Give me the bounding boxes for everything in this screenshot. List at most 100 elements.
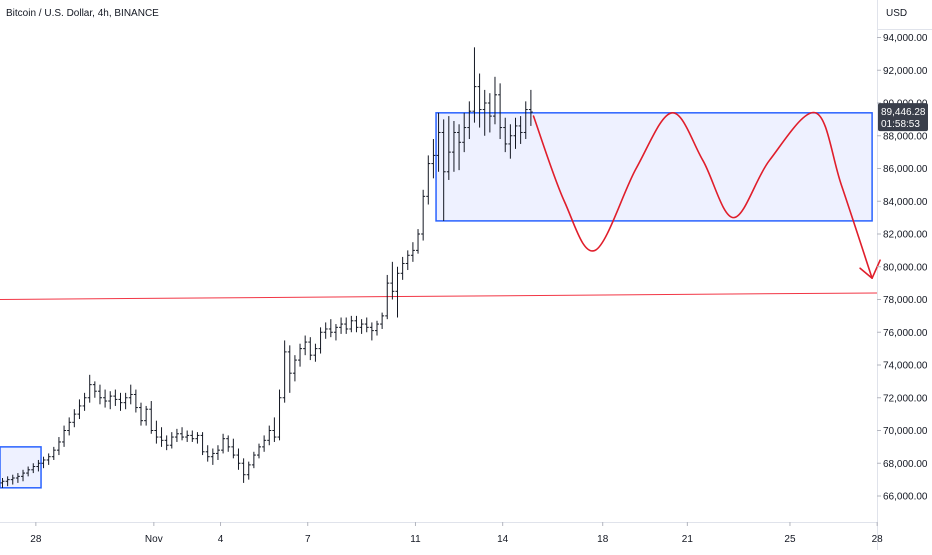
ohlc-bar [380, 312, 385, 329]
price-tick-label: 94,000.00 [883, 33, 928, 44]
ohlc-bar [118, 392, 123, 411]
ohlc-bar [164, 435, 169, 451]
ohlc-bar [174, 428, 179, 442]
price-tick-label: 66,000.00 [883, 492, 928, 503]
ohlc-bar [210, 448, 215, 465]
ohlc-bar [21, 469, 26, 482]
time-tick-label: Nov [145, 534, 163, 545]
price-tick-label: 92,000.00 [883, 66, 928, 77]
ohlc-bars [0, 47, 533, 488]
left-rectangle[interactable] [0, 446, 42, 489]
ohlc-bar [498, 83, 503, 140]
ohlc-bar [426, 155, 431, 205]
projection-drawing[interactable] [532, 112, 881, 280]
time-tick-label: 18 [597, 534, 609, 545]
ohlc-bar [513, 117, 518, 149]
ohlc-bar [190, 430, 195, 442]
ohlc-bar [241, 458, 246, 483]
price-tick-label: 74,000.00 [883, 361, 928, 372]
ohlc-bar [390, 261, 395, 300]
ohlc-bar [267, 425, 272, 446]
ohlc-bar [528, 89, 533, 126]
ohlc-bar [421, 189, 426, 241]
price-tick-label: 84,000.00 [883, 197, 928, 208]
ohlc-bar [128, 384, 133, 405]
support-line[interactable] [0, 292, 878, 300]
ohlc-bar [410, 242, 415, 262]
time-tick-label: 14 [497, 534, 509, 545]
ohlc-bar [318, 327, 323, 354]
projection-curve[interactable] [532, 112, 873, 280]
currency-selector-frame[interactable] [877, 0, 932, 30]
ohlc-bar [298, 343, 303, 367]
price-tick-label: 80,000.00 [883, 262, 928, 273]
ohlc-bar [482, 89, 487, 136]
ohlc-bar [36, 459, 41, 472]
ohlc-bar [87, 374, 92, 403]
ohlc-bar [503, 117, 508, 153]
price-tick-label: 76,000.00 [883, 328, 928, 339]
ohlc-bar [523, 101, 528, 140]
ohlc-bar [431, 139, 436, 179]
ohlc-bar [451, 121, 456, 172]
price-tick-label: 70,000.00 [883, 426, 928, 437]
time-tick-label: 4 [218, 534, 224, 545]
ohlc-bar [323, 322, 328, 339]
ohlc-bar [251, 451, 256, 469]
ohlc-bar [257, 443, 261, 459]
ohlc-bar [467, 101, 472, 140]
time-tick-label: 11 [410, 534, 421, 545]
last-price-tag: 89,446.28 01:58:53 [878, 103, 928, 132]
ohlc-bar [282, 340, 287, 403]
ohlc-bar [144, 405, 149, 426]
time-axis[interactable]: 28 Nov 4 7 11 14 18 21 25 28 [30, 522, 883, 545]
ohlc-bar [51, 446, 56, 460]
ohlc-bar [159, 427, 164, 447]
time-tick-label: 7 [305, 534, 311, 545]
ohlc-bar [328, 319, 333, 338]
ohlc-bar [133, 389, 138, 413]
ohlc-bar [477, 73, 482, 128]
ohlc-bar [123, 392, 128, 410]
ohlc-bar [487, 93, 492, 133]
ohlc-bar [492, 76, 497, 125]
ohlc-bar [400, 256, 405, 280]
range-rectangle[interactable] [435, 112, 873, 222]
ohlc-bar [200, 432, 205, 456]
ohlc-bar [46, 453, 51, 465]
rectangle-drawings[interactable] [0, 112, 873, 489]
last-price-tag-background [878, 103, 928, 132]
last-price-value: 89,446.28 [881, 107, 926, 118]
ohlc-bar [287, 345, 292, 393]
ohlc-bar [31, 463, 36, 474]
currency-label[interactable]: USD [886, 8, 908, 19]
time-tick-label: 21 [682, 534, 694, 545]
time-tick-label: 28 [872, 534, 884, 545]
ohlc-bar [180, 427, 185, 441]
ohlc-bar [436, 112, 441, 172]
ohlc-bar [5, 476, 10, 487]
ohlc-bar [339, 317, 344, 334]
ohlc-bar [215, 445, 220, 460]
support-line-drawing[interactable] [0, 292, 878, 300]
ohlc-bar [10, 474, 15, 485]
ohlc-bar [221, 433, 226, 454]
price-tick-label: 68,000.00 [883, 459, 928, 470]
ohlc-bar [0, 477, 5, 488]
ohlc-bar [416, 229, 421, 254]
ohlc-bar [62, 425, 67, 447]
ohlc-bar [472, 47, 477, 123]
ohlc-bar [149, 401, 154, 434]
ohlc-bar [72, 409, 77, 428]
ohlc-bar [226, 435, 231, 452]
ohlc-bar [395, 266, 400, 318]
projection-arrowhead[interactable] [859, 259, 881, 280]
ohlc-bar [26, 466, 31, 477]
ohlc-bar [103, 389, 108, 408]
ohlc-bar [303, 335, 308, 356]
ohlc-bar [446, 116, 451, 180]
ohlc-bar [113, 389, 118, 406]
ohlc-bar [231, 438, 236, 459]
